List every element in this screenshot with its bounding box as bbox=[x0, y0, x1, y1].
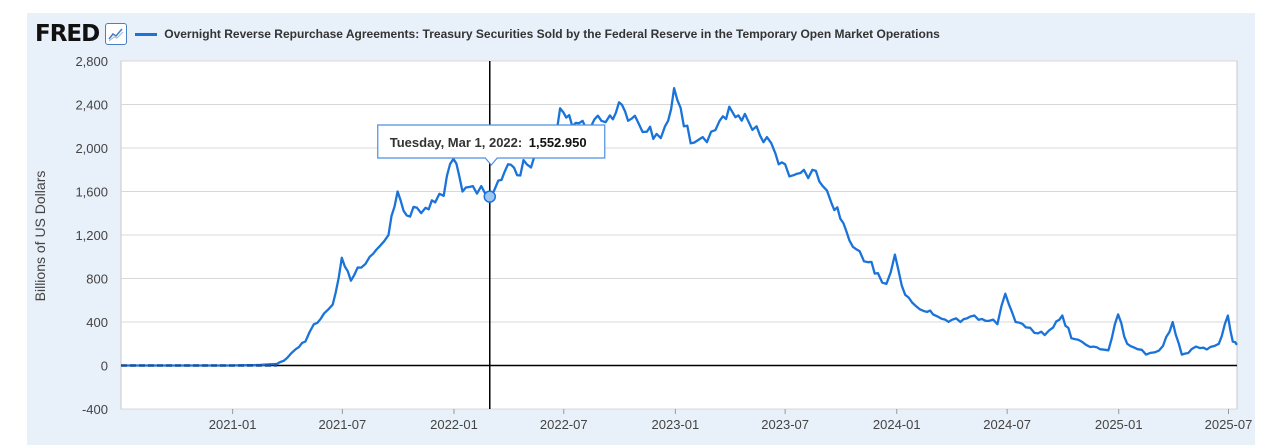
x-tick-label: 2023-07 bbox=[761, 417, 809, 432]
cursor-layer: Tuesday, Mar 1, 2022: 1,552.950 bbox=[377, 61, 606, 409]
y-tick-label: 400 bbox=[86, 315, 108, 330]
x-tick-label: 2023-01 bbox=[652, 417, 700, 432]
x-tick-label: 2024-01 bbox=[873, 417, 921, 432]
x-tick-labels: 2021-01 2021-07 2022-01 2022-07 2023-01 2023-… bbox=[209, 409, 1253, 432]
x-tick-label: 2025-07 bbox=[1205, 417, 1253, 432]
y-tick-label: 1,600 bbox=[75, 185, 108, 200]
y-tick-label: 2,800 bbox=[75, 54, 108, 69]
x-tick-label: 2021-01 bbox=[209, 417, 257, 432]
tooltip-value: 1,552.950 bbox=[529, 135, 587, 150]
x-tick-label: 2022-07 bbox=[540, 417, 588, 432]
y-tick-label: 800 bbox=[86, 272, 108, 287]
y-tick-labels: 2,800 2,400 2,000 1,600 1,200 800 400 0 -400 bbox=[75, 54, 108, 417]
y-tick-label: 2,000 bbox=[75, 141, 108, 156]
tooltip-date: Tuesday, Mar 1, 2022: bbox=[390, 135, 522, 150]
x-tick-label: 2024-07 bbox=[983, 417, 1031, 432]
hover-point bbox=[483, 190, 497, 203]
x-tick-label: 2025-01 bbox=[1095, 417, 1143, 432]
fred-logo[interactable]: FRED bbox=[35, 21, 100, 47]
y-tick-label: -400 bbox=[82, 402, 108, 417]
y-tick-label: 2,400 bbox=[75, 98, 108, 113]
y-tick-label: 1,200 bbox=[75, 228, 108, 243]
grid-lines bbox=[120, 60, 1238, 410]
y-tick-label: 0 bbox=[101, 359, 108, 374]
series-layer bbox=[121, 87, 1238, 367]
chart-line-icon[interactable] bbox=[105, 23, 128, 45]
legend-swatch bbox=[135, 32, 158, 36]
chart-header: FRED Overnight Reverse Repurchase Agreem… bbox=[35, 20, 940, 48]
legend-series-title[interactable]: Overnight Reverse Repurchase Agreements:… bbox=[164, 27, 940, 41]
x-tick-label: 2022-01 bbox=[430, 417, 478, 432]
x-tick-label: 2021-07 bbox=[319, 417, 367, 432]
tooltip-box bbox=[377, 124, 606, 166]
series-line bbox=[121, 87, 1238, 367]
